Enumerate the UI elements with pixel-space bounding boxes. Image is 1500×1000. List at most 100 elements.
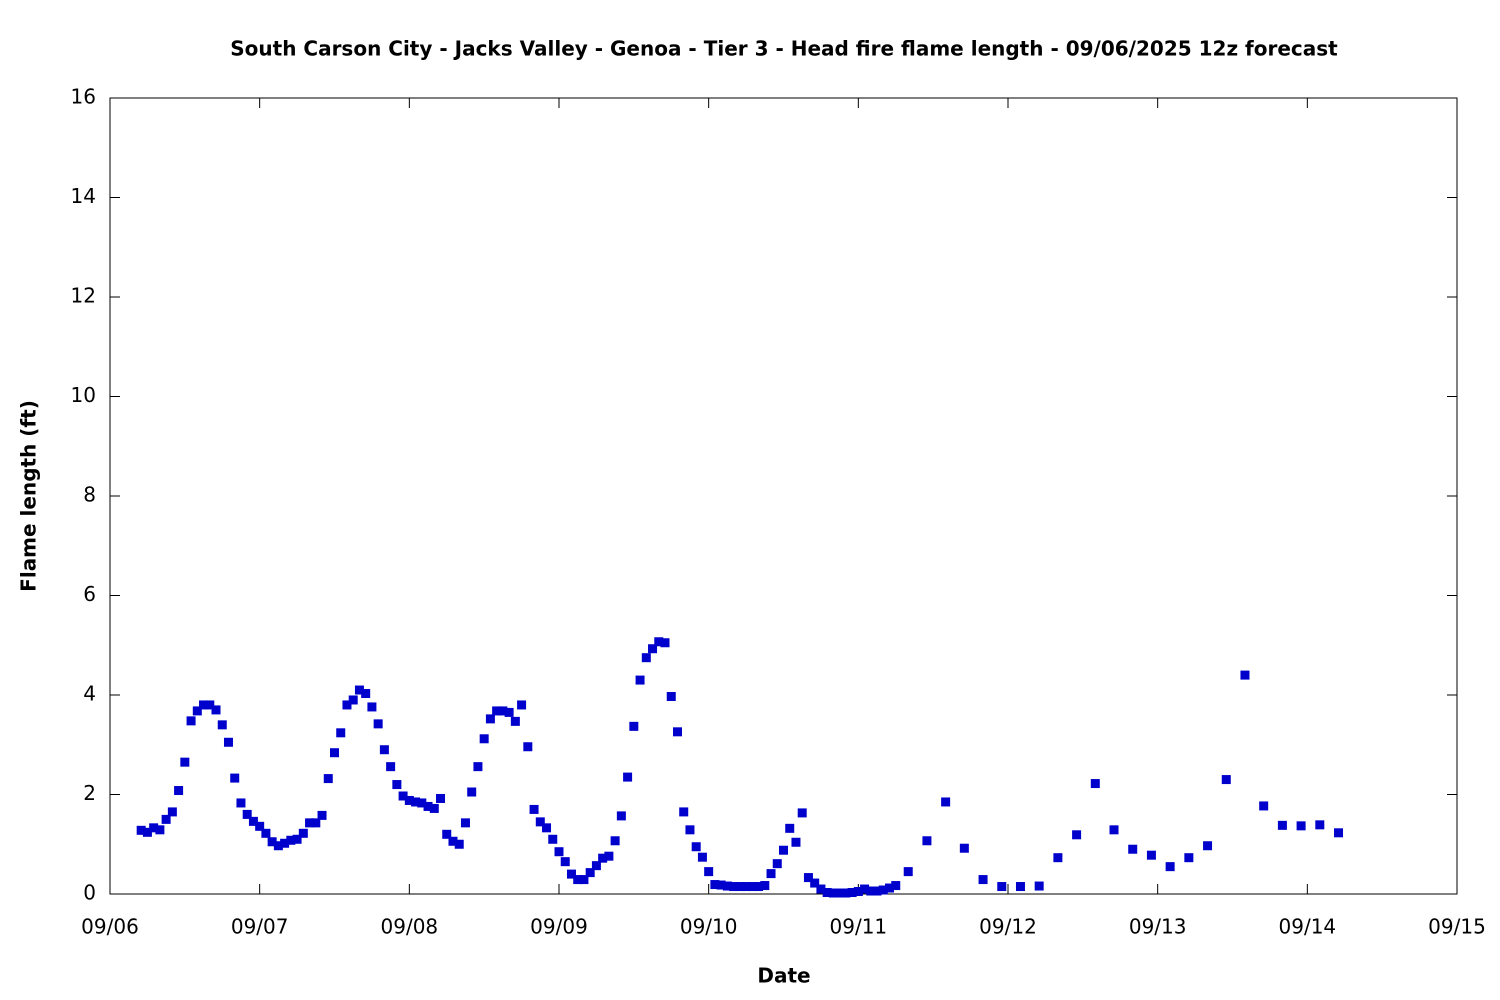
point <box>186 716 196 726</box>
point <box>704 867 714 877</box>
point <box>261 828 271 838</box>
point <box>404 795 414 805</box>
point <box>1034 881 1044 891</box>
point <box>523 742 533 752</box>
point <box>685 825 695 835</box>
point <box>648 644 658 654</box>
point <box>217 720 227 730</box>
point <box>354 685 364 695</box>
point <box>810 878 820 888</box>
point <box>223 737 233 747</box>
point <box>941 797 951 807</box>
point <box>635 675 645 685</box>
point <box>591 861 601 871</box>
x-tick-label: 09/13 <box>1129 915 1187 939</box>
y-tick-label: 6 <box>83 582 96 606</box>
point <box>342 700 352 710</box>
point <box>161 814 171 824</box>
y-axis-label: Flame length (ft) <box>17 400 41 592</box>
point <box>1015 882 1025 892</box>
x-tick-label: 09/08 <box>381 915 439 939</box>
point <box>1240 670 1250 680</box>
point <box>872 886 882 896</box>
point <box>280 838 290 848</box>
point <box>167 807 177 817</box>
point <box>460 818 470 828</box>
point <box>1334 828 1344 838</box>
point <box>473 762 483 772</box>
point <box>373 719 383 729</box>
point <box>654 637 664 647</box>
point <box>741 882 751 892</box>
y-tick-label: 4 <box>83 682 96 706</box>
point <box>298 828 308 838</box>
point <box>1277 820 1287 830</box>
point <box>598 853 608 863</box>
point <box>610 836 620 846</box>
point <box>554 847 564 857</box>
point <box>429 803 439 813</box>
x-axis-label: Date <box>757 964 810 988</box>
point <box>267 837 277 847</box>
point <box>660 638 670 648</box>
y-tick-label: 16 <box>71 85 96 109</box>
point <box>255 821 265 831</box>
point <box>822 888 832 898</box>
point <box>754 882 764 892</box>
y-tick-label: 0 <box>83 881 96 905</box>
point <box>841 888 851 898</box>
point <box>192 706 202 716</box>
point <box>866 886 876 896</box>
point <box>785 823 795 833</box>
point <box>629 721 639 731</box>
point <box>573 875 583 885</box>
point <box>885 883 895 893</box>
point <box>860 884 870 894</box>
point <box>997 882 1007 892</box>
point <box>797 808 807 818</box>
x-tick-label: 09/07 <box>231 915 289 939</box>
point <box>1165 862 1175 872</box>
point <box>766 869 776 879</box>
point <box>735 882 745 892</box>
point <box>180 757 190 767</box>
point <box>847 888 857 898</box>
point <box>292 834 302 844</box>
point <box>448 836 458 846</box>
point <box>535 817 545 827</box>
point <box>442 829 452 839</box>
x-tick-label: 09/11 <box>830 915 888 939</box>
point <box>367 702 377 712</box>
point <box>498 706 508 716</box>
point <box>1072 830 1082 840</box>
point <box>691 842 701 852</box>
chart-title: South Carson City - Jacks Valley - Genoa… <box>230 37 1338 61</box>
point <box>1296 821 1306 831</box>
point <box>853 887 863 897</box>
point <box>729 882 739 892</box>
point <box>361 689 371 699</box>
point <box>1053 853 1063 863</box>
point <box>211 705 221 715</box>
point <box>566 869 576 879</box>
point <box>722 881 732 891</box>
point <box>679 807 689 817</box>
point <box>492 706 502 716</box>
point <box>529 804 539 814</box>
point <box>579 875 589 885</box>
point <box>1109 825 1119 835</box>
x-tick-label: 09/12 <box>979 915 1037 939</box>
point <box>903 867 913 877</box>
point <box>1146 850 1156 860</box>
x-tick-label: 09/10 <box>680 915 738 939</box>
point <box>891 881 901 891</box>
point <box>710 880 720 890</box>
point <box>248 816 258 826</box>
point <box>230 773 240 783</box>
point <box>1259 801 1269 811</box>
point <box>386 762 396 772</box>
point <box>816 884 826 894</box>
point <box>510 716 520 726</box>
point <box>560 857 570 867</box>
